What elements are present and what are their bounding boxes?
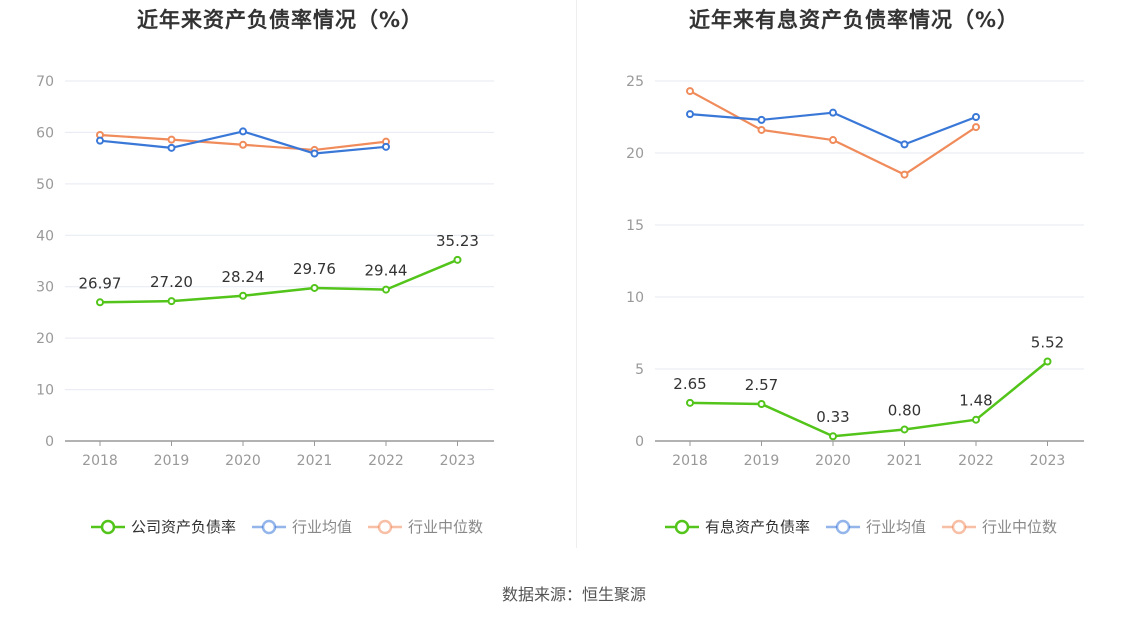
legend-line-icon [251,519,286,534]
chart-panel-interest-debt-ratio: 近年来有息资产负债率情况（%） 0 5 10 15 20 25 2018 2019 2020 20… [574,0,1148,560]
legend-item[interactable]: 公司资产负债率 [90,516,236,537]
data-point [96,136,104,145]
data-label: 2.65 [673,375,706,393]
x-tick-label: 2023 [1030,453,1066,469]
data-point [382,142,390,151]
series-line [689,360,1049,438]
y-tick-label: 10 [36,383,54,399]
legend-label: 行业均值 [865,518,926,536]
data-point [900,425,909,434]
y-tick-label: 15 [626,218,644,234]
y-tick-label: 0 [635,434,644,450]
legend-line-icon [942,519,976,534]
data-point [167,135,176,144]
data-label: 2.57 [745,376,778,394]
data-point [757,115,766,124]
y-tick-label: 30 [36,280,54,296]
data-point [686,110,694,119]
y-tick-label: 25 [626,74,644,90]
data-point [167,297,176,306]
chart-title: 近年来资产负债率情况（%） [136,8,424,32]
series-line [99,258,458,304]
legend-item[interactable]: 行业均值 [825,516,926,537]
panel-divider [576,0,577,548]
x-tick-label: 2019 [744,453,780,469]
legend-item[interactable]: 行业均值 [251,516,352,537]
x-tick-label: 2022 [368,453,404,469]
x-tick-label: 2020 [815,453,851,469]
data-point [239,291,247,300]
legend-item[interactable]: 行业中位数 [368,516,483,537]
data-point [757,125,766,134]
data-point [829,136,837,145]
data-label: 26.97 [79,274,122,292]
data-label: 1.48 [959,392,992,410]
legend-label: 行业均值 [291,518,352,536]
data-point [686,398,694,407]
legend-label: 公司资产负债率 [130,518,236,536]
data-label: 27.20 [150,273,193,291]
data-point [900,170,909,179]
data-point [382,285,390,294]
y-tick-label: 10 [626,290,644,306]
data-point [167,143,176,152]
data-label: 5.52 [1031,334,1064,352]
data-point [972,113,980,121]
y-tick-label: 70 [36,74,54,90]
data-label: 29.44 [365,262,408,280]
data-point [900,140,909,149]
data-point [453,255,462,264]
x-tick-label: 2019 [154,453,190,469]
data-point [239,127,247,136]
y-tick-label: 60 [36,125,54,141]
chart-svg: 0 10 20 30 40 50 60 70 2018 2019 2020 2021 2022 2023 2… [36,74,494,469]
y-tick-label: 20 [626,146,644,162]
data-point [96,298,104,307]
data-point [972,415,980,424]
data-point [310,283,319,292]
y-tick-label: 40 [36,228,54,244]
data-label: 0.33 [816,408,849,426]
chart-legend: 公司资产负债率 行业均值 行业中位数 [0,516,574,537]
data-label: 0.80 [888,401,921,419]
x-tick-label: 2023 [440,453,476,469]
x-tick-label: 2022 [958,453,994,469]
legend-line-icon [825,519,860,534]
data-source-note: 数据来源：恒生聚源 [501,585,646,604]
data-point [686,87,694,96]
y-tick-label: 50 [36,177,54,193]
x-tick-label: 2021 [297,453,333,469]
data-point [310,149,319,158]
data-point [829,432,837,441]
chart-panel-debt-ratio: 近年来资产负债率情况（%） 0 10 20 30 40 50 60 70 2018 2019 202… [0,0,574,560]
data-label: 28.24 [222,268,265,286]
x-tick-label: 2021 [887,453,923,469]
legend-line-icon [368,519,402,534]
data-label: 35.23 [436,232,479,250]
x-tick-label: 2020 [225,453,261,469]
chart-legend: 有息资产负债率 行业均值 行业中位数 [574,516,1148,537]
legend-line-icon [90,519,125,534]
x-tick-label: 2018 [82,453,118,469]
data-point [239,140,247,149]
legend-item[interactable]: 行业中位数 [942,516,1057,537]
x-tick-label: 2018 [672,453,708,469]
data-point [1043,357,1052,366]
legend-line-icon [664,519,699,534]
y-tick-label: 0 [45,434,54,450]
data-point [757,399,766,408]
legend-label: 有息资产负债率 [704,518,810,536]
data-point [829,108,837,117]
legend-label: 行业中位数 [982,518,1058,536]
legend-label: 行业中位数 [408,518,484,536]
data-point [972,123,980,132]
legend-item[interactable]: 有息资产负债率 [664,516,810,537]
y-tick-label: 5 [635,362,644,378]
y-tick-label: 20 [36,331,54,347]
chart-title: 近年来有息资产负债率情况（%） [688,8,1020,32]
data-label: 29.76 [293,260,336,278]
chart-svg: 0 5 10 15 20 25 2018 2019 2020 2021 2022 2023 2.65 2.… [626,74,1084,469]
